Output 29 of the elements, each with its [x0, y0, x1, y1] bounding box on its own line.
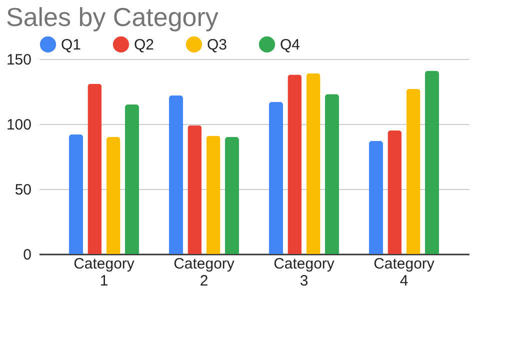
bar	[225, 137, 239, 254]
chart-title: Sales by Category	[6, 2, 218, 32]
x-tick-label: Category 1	[74, 256, 135, 290]
y-tick-label: 0	[23, 246, 32, 264]
legend-label: Q1	[61, 36, 82, 54]
bar	[125, 104, 139, 254]
legend-label: Q3	[207, 36, 228, 54]
y-tick-label: 100	[6, 116, 32, 134]
bar	[388, 130, 402, 254]
y-tick-label: 150	[6, 52, 32, 68]
bar	[88, 84, 102, 254]
bar	[69, 134, 83, 254]
y-tick-label: 50	[14, 182, 32, 198]
bar	[288, 74, 302, 254]
x-tick-label: Category 3	[274, 256, 335, 290]
legend-label: Q2	[134, 36, 154, 54]
legend-label: Q4	[280, 36, 300, 54]
bar	[325, 94, 339, 254]
bar	[106, 137, 120, 254]
bar	[169, 95, 183, 254]
x-tick-label: Category 2	[174, 256, 235, 290]
bar	[306, 73, 320, 254]
bar	[206, 136, 220, 254]
x-tick-label: Category 4	[374, 256, 435, 290]
bar	[406, 88, 420, 254]
bar	[188, 125, 202, 254]
bar	[269, 102, 283, 254]
bar	[425, 70, 439, 254]
bar	[369, 140, 383, 254]
